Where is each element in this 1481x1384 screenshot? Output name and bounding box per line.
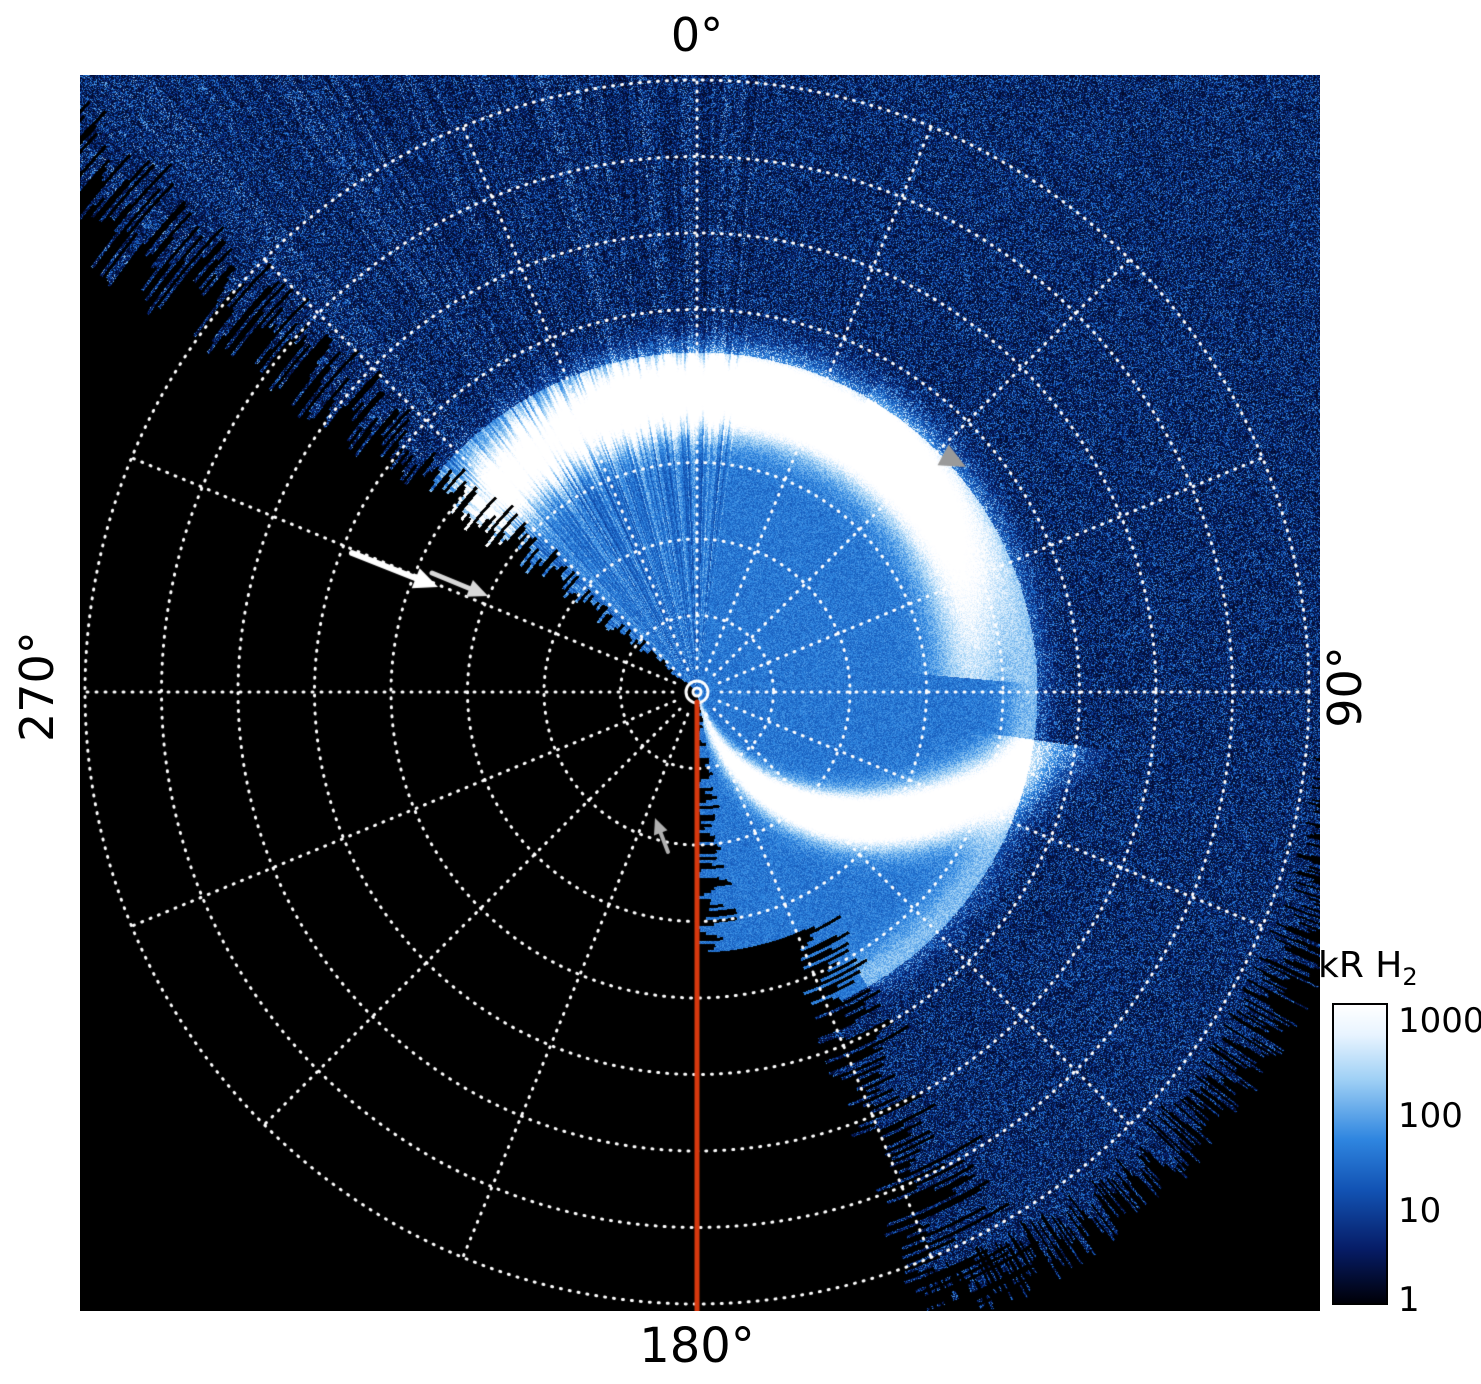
polar-plot-area <box>80 75 1320 1311</box>
aurora-polar-image <box>80 75 1320 1311</box>
colorbar-tick-100: 100 <box>1398 1096 1463 1136</box>
angle-label-0: 0° <box>670 8 724 62</box>
colorbar-title-sub: 2 <box>1402 963 1418 992</box>
angle-label-180: 180° <box>639 1318 755 1374</box>
angle-label-90: 90° <box>1318 646 1372 728</box>
colorbar-tick-1: 1 <box>1398 1280 1420 1320</box>
colorbar-gradient <box>1332 1003 1388 1305</box>
colorbar-tick-1000: 1000 <box>1398 1001 1481 1041</box>
colorbar-title: kR H2 <box>1318 945 1448 991</box>
colorbar-title-main: kR H <box>1318 945 1403 986</box>
angle-label-270: 270° <box>10 631 64 742</box>
colorbar-tick-10: 10 <box>1398 1191 1442 1231</box>
